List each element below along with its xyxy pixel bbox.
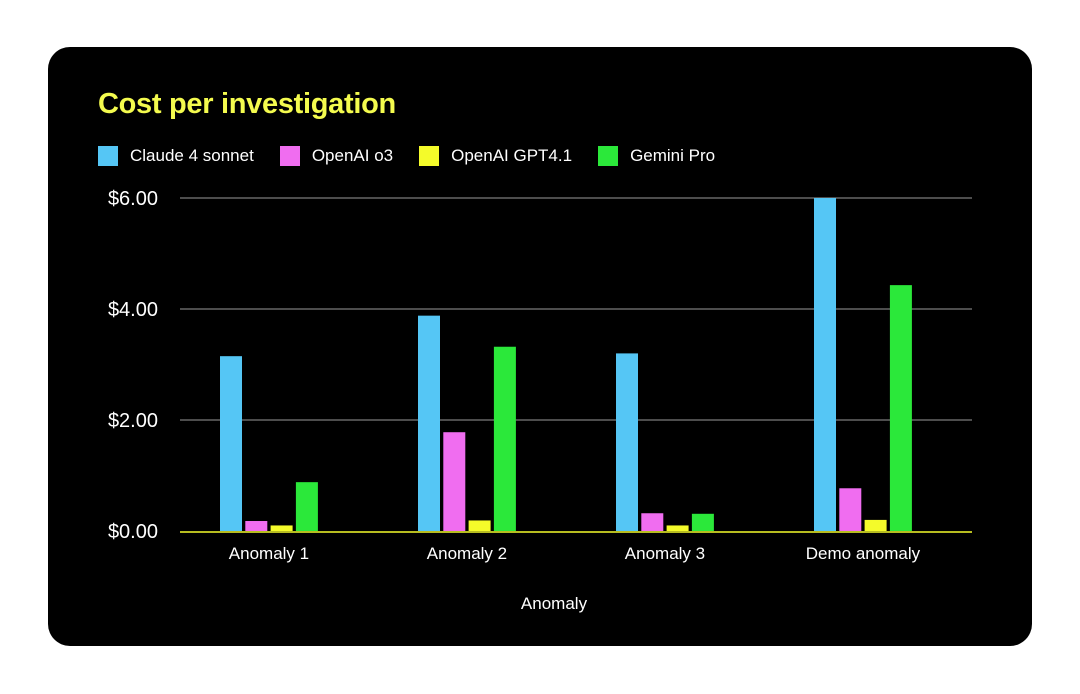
bar — [418, 315, 440, 531]
legend-item-o3: OpenAI o3 — [279, 146, 394, 166]
legend-label: OpenAI GPT4.1 — [451, 146, 573, 165]
chart-card — [48, 47, 1032, 646]
legend-label: OpenAI o3 — [311, 146, 394, 165]
bar — [220, 356, 242, 531]
bar — [839, 488, 862, 531]
legend-swatch — [279, 146, 300, 166]
bar — [616, 353, 638, 531]
legend-label: Gemini Pro — [630, 146, 716, 165]
chart-title: Cost per investigation — [98, 88, 396, 120]
bar — [443, 432, 466, 531]
chart-legend: Claude 4 sonnet OpenAI o3 OpenAI GPT4.1 … — [98, 145, 741, 167]
bar — [666, 525, 689, 531]
bar — [468, 520, 491, 531]
legend-swatch — [419, 146, 440, 166]
gridlines — [180, 197, 972, 421]
legend-item-claude: Claude 4 sonnet — [98, 146, 254, 166]
x-axis-title: Anomaly — [521, 594, 588, 613]
x-tick-label: Anomaly 2 — [427, 544, 507, 563]
x-tick-label: Anomaly 1 — [229, 544, 309, 563]
bar — [814, 198, 836, 531]
x-axis-ticks: Anomaly 1 Anomaly 2 Anomaly 3 Demo anomaly — [229, 544, 921, 563]
bars — [220, 198, 912, 531]
bar — [493, 346, 516, 531]
y-tick-label: $4.00 — [108, 299, 158, 321]
y-tick-label: $6.00 — [108, 188, 158, 210]
bar — [245, 521, 268, 531]
bar — [691, 513, 714, 531]
x-tick-label: Anomaly 3 — [625, 544, 705, 563]
legend-item-gpt41: OpenAI GPT4.1 — [419, 146, 572, 166]
y-tick-label: $2.00 — [108, 410, 158, 432]
bar — [889, 285, 912, 531]
legend-swatch — [98, 146, 118, 166]
legend-item-gemini: Gemini Pro — [598, 146, 715, 166]
y-axis-ticks: $0.00 $2.00 $4.00 $6.00 — [108, 188, 158, 543]
x-tick-label: Demo anomaly — [806, 544, 921, 563]
bar — [295, 482, 318, 531]
bar — [270, 525, 293, 531]
bar — [864, 519, 887, 531]
legend-swatch — [598, 146, 619, 166]
y-tick-label: $0.00 — [108, 521, 158, 543]
legend-label: Claude 4 sonnet — [130, 146, 254, 165]
bar — [641, 513, 664, 531]
